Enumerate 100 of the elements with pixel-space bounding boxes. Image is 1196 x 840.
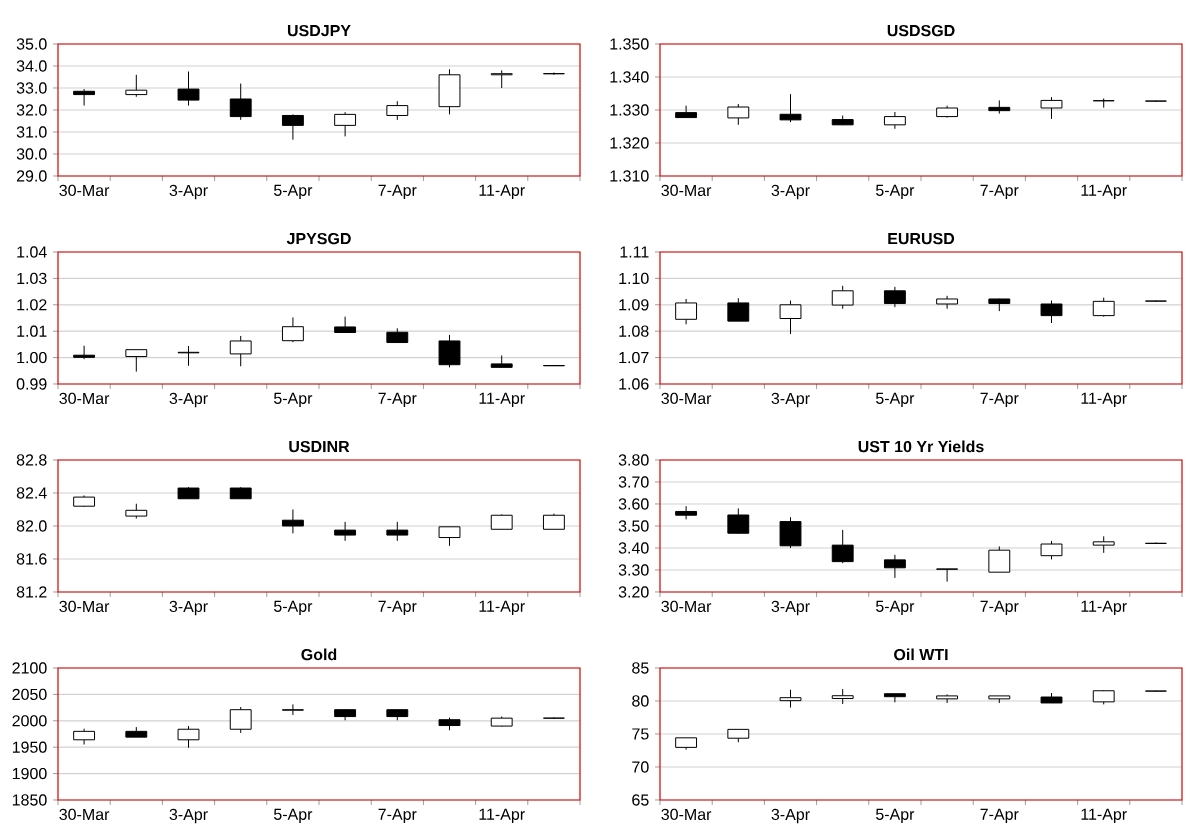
y-tick-label: 1.04 [17, 246, 47, 258]
y-tick-label: 3.60 [618, 498, 649, 510]
x-tick-label: 5-Apr [273, 600, 313, 616]
y-tick-label: 3.20 [618, 586, 649, 598]
candlestick [490, 69, 513, 89]
chart-title: EURUSD [888, 232, 955, 245]
y-tick-label: 1.02 [17, 299, 47, 311]
candlestick [936, 568, 959, 583]
y-tick-label: 1.07 [619, 351, 649, 364]
chart-title: UST 10 Yr Yields [858, 440, 984, 453]
x-tick-label: 7-Apr [980, 184, 1019, 200]
y-tick-label: 1.01 [17, 325, 47, 337]
candlestick [883, 286, 906, 308]
y-tick-label: 2100 [12, 662, 47, 674]
x-tick-label: 3-Apr [771, 600, 810, 616]
x-tick-label: 7-Apr [378, 600, 417, 616]
x-tick-label: 7-Apr [378, 392, 417, 408]
y-tick-label: 82.4 [16, 487, 47, 499]
y-tick-label: 1950 [12, 741, 47, 753]
y-tick-label: 82.0 [16, 520, 47, 532]
x-tick-label: 7-Apr [980, 600, 1019, 616]
x-tick-label: 5-Apr [875, 808, 915, 824]
y-tick-label: 3.40 [618, 542, 649, 554]
x-tick-label: 30-Mar [661, 392, 712, 405]
y-tick-label: 1.340 [610, 71, 649, 83]
x-tick-label: 5-Apr [875, 600, 915, 616]
chart-title: JPYSGD [286, 232, 351, 245]
candlestick [125, 349, 148, 373]
x-tick-label: 3-Apr [169, 392, 208, 408]
x-tick-label: 11-Apr [1081, 184, 1127, 200]
y-tick-label: 0.99 [16, 378, 47, 390]
candlestick [386, 100, 409, 121]
x-tick-label: 11-Apr [479, 808, 525, 824]
candlestick [73, 345, 96, 360]
candlestick [675, 737, 698, 751]
candlestick [883, 111, 906, 130]
x-tick-label: 5-Apr [875, 392, 915, 408]
y-tick-label: 1.08 [619, 325, 649, 337]
x-tick-label: 3-Apr [169, 184, 208, 200]
candlestick [1092, 97, 1115, 109]
y-tick-label: 2000 [12, 715, 47, 727]
candlestick [542, 513, 565, 530]
x-tick-label: 3-Apr [771, 184, 810, 200]
y-tick-label: 34.0 [16, 60, 47, 72]
y-tick-label: 1.330 [610, 104, 649, 116]
x-tick-label: 30-Mar [661, 600, 712, 613]
x-tick-label: 11-Apr [479, 184, 525, 200]
candlestick [125, 726, 148, 738]
y-tick-label: 30.0 [16, 148, 47, 160]
y-tick-label: 29.0 [16, 170, 47, 182]
y-tick-label: 80 [632, 695, 649, 707]
y-tick-label: 82.8 [16, 454, 47, 466]
x-tick-label: 11-Apr [1081, 600, 1127, 616]
y-tick-label: 75 [632, 728, 649, 740]
y-tick-label: 1.10 [619, 272, 649, 285]
x-tick-label: 7-Apr [980, 392, 1019, 408]
x-tick-label: 30-Mar [59, 808, 110, 821]
y-tick-label: 31.0 [16, 126, 47, 138]
chart-title: Oil WTI [894, 648, 948, 661]
y-tick-label: 65 [632, 794, 649, 806]
x-tick-label: 11-Apr [1081, 808, 1127, 824]
y-tick-label: 1.310 [610, 170, 649, 182]
x-tick-label: 5-Apr [273, 392, 313, 408]
chart-title: USDJPY [287, 24, 351, 37]
candlestick [281, 316, 304, 343]
candlestick [281, 703, 304, 716]
y-tick-label: 2050 [12, 688, 47, 701]
y-tick-label: 1.03 [17, 272, 47, 285]
y-tick-label: 81.6 [16, 553, 47, 565]
x-tick-label: 30-Mar [661, 808, 712, 821]
x-tick-label: 5-Apr [875, 184, 915, 200]
candlestick [125, 74, 148, 98]
y-tick-label: 81.2 [16, 586, 47, 598]
candlestick [779, 516, 802, 549]
candlestick [438, 526, 461, 547]
candlestick [334, 111, 357, 137]
y-tick-label: 1.11 [620, 246, 649, 258]
candlestick [281, 114, 304, 141]
candlestick [936, 693, 959, 704]
y-tick-label: 1.09 [619, 299, 649, 311]
chart-title: USDINR [289, 440, 350, 453]
candlestick [936, 295, 959, 310]
candlestick [73, 728, 96, 746]
y-tick-label: 1850 [12, 794, 47, 806]
x-tick-label: 30-Mar [661, 184, 712, 197]
candlestick [490, 514, 513, 530]
x-tick-label: 5-Apr [273, 184, 313, 200]
y-tick-label: 1.320 [610, 137, 649, 149]
y-tick-label: 3.30 [618, 564, 649, 576]
y-tick-label: 1900 [12, 767, 47, 780]
y-tick-label: 35.0 [16, 38, 47, 50]
candlestick [988, 545, 1011, 573]
y-tick-label: 85 [632, 662, 649, 674]
y-tick-label: 1.350 [610, 38, 649, 50]
candlestick [675, 298, 698, 325]
y-tick-label: 3.70 [618, 476, 649, 488]
x-tick-label: 30-Mar [59, 600, 110, 613]
candlestick [1040, 96, 1063, 120]
x-tick-label: 3-Apr [771, 392, 810, 408]
candlestick [73, 88, 96, 107]
